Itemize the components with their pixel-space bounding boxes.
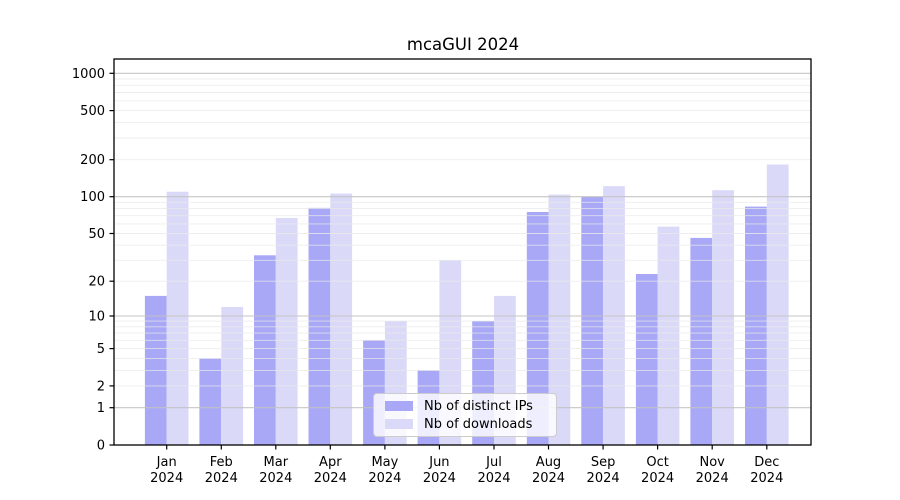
bar-oct-distinct-ips bbox=[635, 274, 658, 445]
bar-mar-distinct-ips bbox=[254, 255, 276, 445]
x-tick-label-month: Dec bbox=[754, 455, 779, 470]
x-tick-label-month: May bbox=[371, 455, 398, 470]
x-tick-label-month: Jul bbox=[485, 455, 502, 470]
plot-frame bbox=[113, 58, 812, 446]
y-tick-label: 10 bbox=[88, 310, 105, 325]
x-tick-label-year: 2024 bbox=[205, 471, 238, 486]
bar-oct-downloads bbox=[657, 226, 680, 445]
bar-apr-downloads bbox=[330, 193, 353, 445]
legend: Nb of distinct IPs Nb of downloads bbox=[373, 393, 557, 437]
x-tick-label-year: 2024 bbox=[532, 471, 565, 486]
y-tick-label: 50 bbox=[88, 227, 105, 242]
x-tick-label-month: Aug bbox=[536, 455, 561, 470]
x-tick-label-month: Sep bbox=[591, 455, 616, 470]
y-tick-label: 0 bbox=[97, 439, 105, 454]
bar-mar-downloads bbox=[275, 218, 298, 445]
legend-label-distinct-ips: Nb of distinct IPs bbox=[424, 398, 533, 414]
x-tick-label-month: Nov bbox=[700, 455, 726, 470]
y-tick-label: 200 bbox=[80, 153, 105, 168]
legend-swatch-distinct-ips bbox=[385, 401, 413, 411]
bar-dec-distinct-ips bbox=[745, 206, 767, 445]
x-tick-label-month: Jan bbox=[156, 455, 177, 470]
x-tick-label-month: Oct bbox=[646, 455, 668, 470]
x-tick-label-month: Jun bbox=[428, 455, 449, 470]
y-tick-label: 2 bbox=[97, 379, 105, 394]
legend-swatch-downloads bbox=[385, 419, 413, 429]
bar-feb-downloads bbox=[221, 307, 244, 445]
y-tick-label: 20 bbox=[88, 275, 105, 290]
x-tick-label-year: 2024 bbox=[368, 471, 401, 486]
chart-title: mcaGUI 2024 bbox=[406, 35, 520, 54]
y-tick-label: 5 bbox=[97, 342, 105, 357]
bar-dec-downloads bbox=[766, 164, 789, 445]
y-tick-label: 1 bbox=[97, 401, 105, 416]
bar-aug-distinct-ips bbox=[526, 212, 549, 445]
x-tick-label-year: 2024 bbox=[641, 471, 674, 486]
legend-label-downloads: Nb of downloads bbox=[424, 416, 533, 432]
x-tick-label-month: Feb bbox=[210, 455, 233, 470]
x-tick-label-year: 2024 bbox=[750, 471, 783, 486]
bar-nov-downloads bbox=[712, 190, 734, 445]
x-tick-label-year: 2024 bbox=[150, 471, 183, 486]
bar-nov-distinct-ips bbox=[690, 237, 713, 445]
x-tick-label-month: Apr bbox=[319, 455, 342, 470]
x-tick-label-year: 2024 bbox=[314, 471, 347, 486]
x-tick-label-year: 2024 bbox=[477, 471, 510, 486]
bar-feb-distinct-ips bbox=[199, 358, 222, 445]
x-tick-label-year: 2024 bbox=[696, 471, 729, 486]
x-tick-label-year: 2024 bbox=[587, 471, 620, 486]
bar-aug-downloads bbox=[548, 194, 571, 445]
legend-item-distinct-ips: Nb of distinct IPs bbox=[385, 399, 556, 414]
y-tick-label: 100 bbox=[80, 190, 105, 205]
x-tick-label-year: 2024 bbox=[259, 471, 292, 486]
y-tick-label: 1000 bbox=[72, 67, 105, 82]
legend-item-downloads: Nb of downloads bbox=[385, 417, 556, 432]
x-tick-label-year: 2024 bbox=[423, 471, 456, 486]
y-tick-label: 500 bbox=[80, 104, 105, 119]
bar-jan-downloads bbox=[166, 191, 189, 445]
x-tick-label-month: Mar bbox=[264, 455, 289, 470]
